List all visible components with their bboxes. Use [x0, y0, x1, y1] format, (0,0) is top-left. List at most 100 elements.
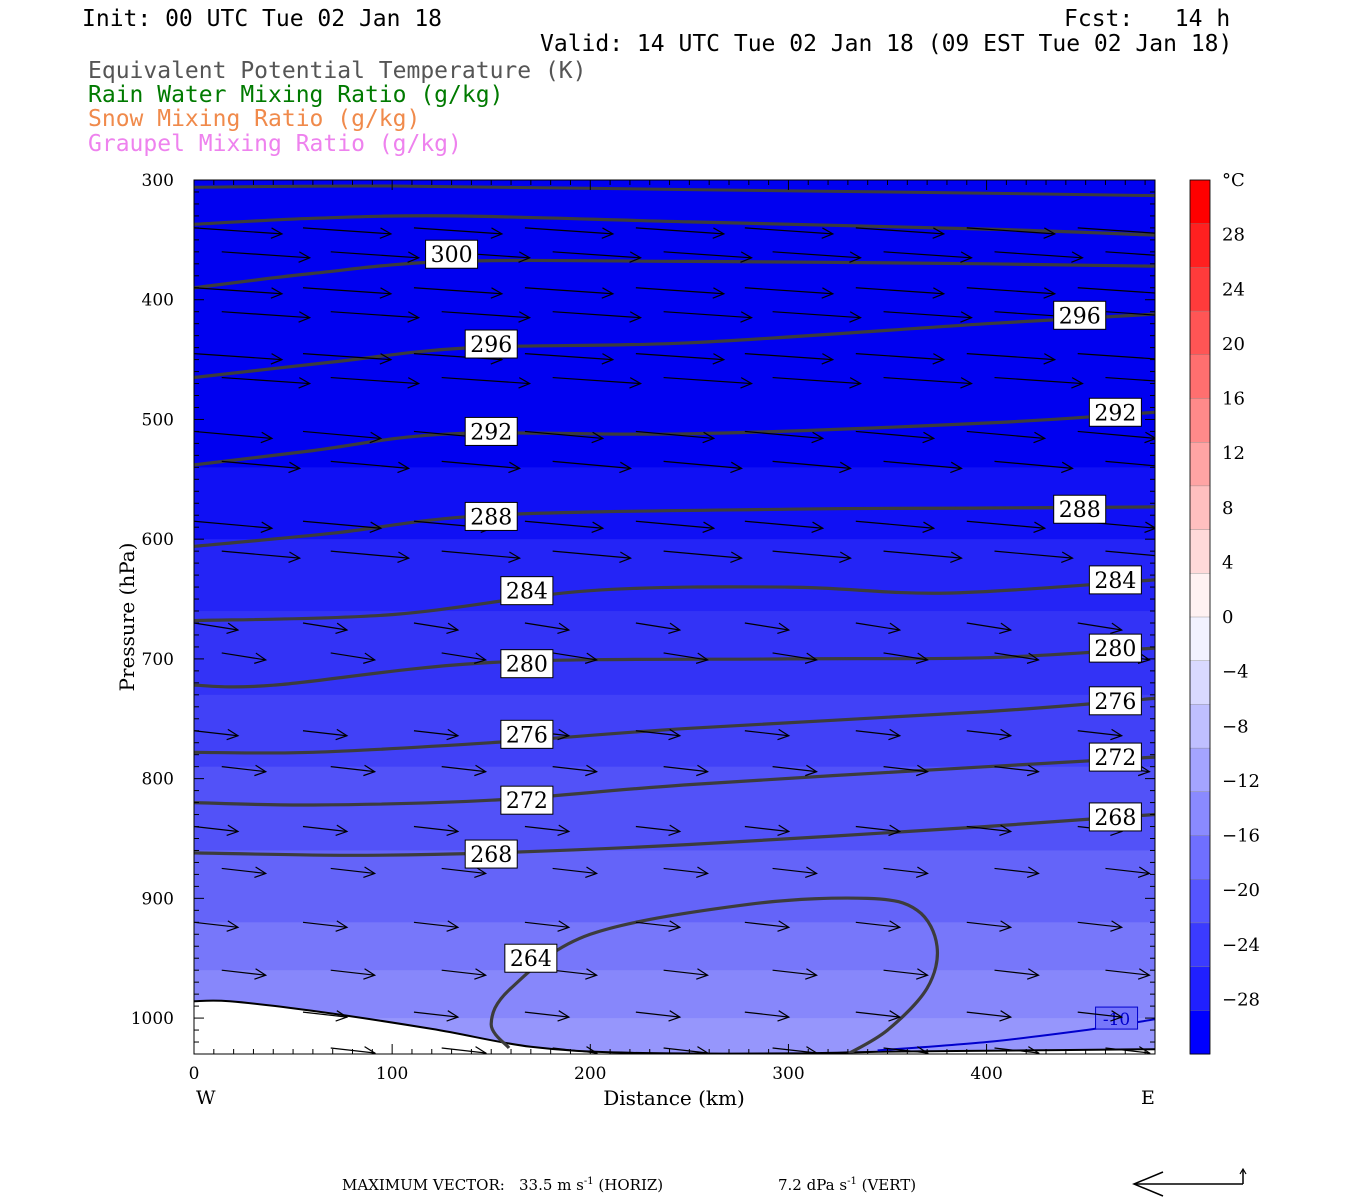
wind-vector-arrow	[966, 824, 1013, 837]
theta-e-line-300	[194, 258, 1155, 290]
legend-snow: Snow Mixing Ratio (g/kg)	[88, 106, 421, 132]
y-tick-label: 500	[142, 410, 174, 430]
wind-vector-arrow	[772, 968, 818, 980]
wind-vector-arrow	[302, 622, 349, 635]
theta-e-label-text: 276	[506, 723, 548, 748]
colorbar-segment	[1189, 922, 1211, 968]
wind-vector-arrow	[1077, 227, 1155, 239]
wind-vector-arrow	[552, 652, 599, 664]
wind-vector-arrow	[883, 968, 929, 980]
colorbar-tick-label: 0	[1222, 607, 1233, 628]
theta-e-label-text: 292	[1094, 401, 1136, 426]
colorbar-segment	[1189, 354, 1211, 400]
wind-vector-arrow	[883, 311, 973, 323]
colorbar-tick-label: 12	[1222, 443, 1245, 464]
y-tick-label: 300	[142, 171, 174, 191]
wind-vector-arrow	[221, 460, 302, 474]
wind-vector-arrow	[1105, 376, 1155, 382]
wind-vector-arrow	[330, 652, 377, 664]
wind-vector-arrow	[883, 376, 973, 389]
wind-vector-arrow	[194, 430, 274, 444]
wind-vector-arrow	[966, 353, 1057, 365]
wind-vector-arrow	[441, 311, 532, 323]
horiz-vector: 33.5 m s-1 (HORIZ)	[519, 1176, 663, 1194]
wind-vector-arrow	[966, 430, 1047, 444]
wind-vector-arrow	[524, 353, 615, 365]
colorbar-tick-label: −28	[1222, 989, 1260, 1010]
theta-e-label-box	[504, 943, 558, 973]
legend-graupel: Graupel Mixing Ratio (g/kg)	[88, 131, 462, 157]
wind-vector-arrow	[552, 968, 599, 980]
wind-vector-arrow	[302, 520, 383, 534]
wind-vector-arrow	[663, 311, 753, 323]
legend-theta-e: Equivalent Potential Temperature (K)	[88, 58, 587, 84]
theta-e-label-9: 280	[500, 649, 554, 679]
horiz-unit: m s	[557, 1176, 584, 1194]
wind-vector-arrow	[221, 251, 312, 263]
horiz-tag: (HORIZ)	[598, 1176, 664, 1194]
x-tick-label: 200	[574, 1064, 606, 1084]
theta-e-label-17: 264	[504, 943, 558, 973]
wind-vector-arrow	[441, 376, 532, 389]
theta-e-label-text: 272	[1094, 746, 1136, 771]
wind-vector-arrow	[772, 251, 862, 263]
wind-vector-arrow	[524, 1010, 571, 1022]
theta-e-label-box	[1088, 686, 1142, 716]
wind-vector-arrow	[855, 824, 902, 837]
wind-vector-arrow	[966, 287, 1057, 299]
wind-vector-arrow	[966, 728, 1013, 741]
theta-e-label-text: 300	[431, 243, 473, 268]
wind-vector-arrow	[524, 920, 571, 932]
wind-vector-arrow	[330, 311, 421, 323]
wind-vector-arrow	[552, 460, 633, 474]
surface-line	[194, 999, 1155, 1054]
wind-vector-arrow	[635, 430, 716, 444]
theta-e-label-2: 296	[1053, 300, 1107, 330]
theta-e-label-text: 284	[506, 580, 548, 605]
valid-time: Valid: 14 UTC Tue 02 Jan 18 (09 EST Tue …	[540, 31, 1233, 57]
terrain-surface	[194, 999, 1155, 1054]
wind-vector-arrow	[855, 1010, 902, 1022]
wind-vector-arrow	[772, 460, 852, 474]
wind-vector-arrow	[855, 353, 946, 365]
theta-e-label-text: 296	[1059, 304, 1101, 329]
wind-vector-arrow	[302, 353, 393, 365]
wind-vector-arrow	[1077, 353, 1155, 365]
wind-vector-arrow	[221, 652, 268, 664]
wind-vector-arrow	[855, 622, 902, 635]
wind-vector-arrow	[744, 353, 835, 365]
wind-vector-arrow	[194, 520, 274, 534]
wind-vector-arrow	[441, 460, 522, 474]
wind-vector-arrow	[1105, 311, 1155, 316]
theta-e-line-284	[194, 578, 1155, 623]
temp-band-4	[194, 694, 1155, 768]
wind-vector-arrow	[221, 550, 302, 563]
wind-vector-arrow	[524, 520, 605, 534]
colorbar-tick-label: 8	[1222, 498, 1233, 519]
theta-e-label-box	[1088, 802, 1142, 832]
x-axis-label: Distance (km)	[603, 1086, 745, 1110]
wind-vector-arrow	[194, 920, 240, 932]
wind-vector-arrow	[524, 824, 571, 837]
x-tick-label: 400	[970, 1064, 1002, 1084]
plot-frame	[193, 179, 1156, 1055]
wind-vector-arrow	[883, 764, 929, 777]
theta-e-label-11: 276	[500, 719, 554, 749]
wind-vector-arrow	[413, 287, 504, 299]
colorbar-frame	[1189, 179, 1211, 1055]
wind-vector-arrow	[635, 520, 716, 534]
wind-vector-arrow	[772, 376, 862, 389]
theta-e-label-text: 268	[470, 843, 512, 868]
wind-vector-arrow	[302, 824, 349, 837]
wind-vector-arrow	[221, 866, 268, 878]
wind-vector-arrow	[330, 251, 421, 263]
init-time: Init: 00 UTC Tue 02 Jan 18	[82, 6, 443, 32]
colorbar-segment	[1189, 747, 1211, 793]
theta-e-label-box	[464, 501, 518, 531]
wind-vector-arrow	[744, 728, 791, 741]
theta-e-label-3: 292	[464, 416, 518, 446]
wind-vector-arrow	[883, 251, 973, 263]
theta-e-label-box	[425, 239, 479, 269]
minus-10-label: -10	[1095, 1006, 1139, 1030]
